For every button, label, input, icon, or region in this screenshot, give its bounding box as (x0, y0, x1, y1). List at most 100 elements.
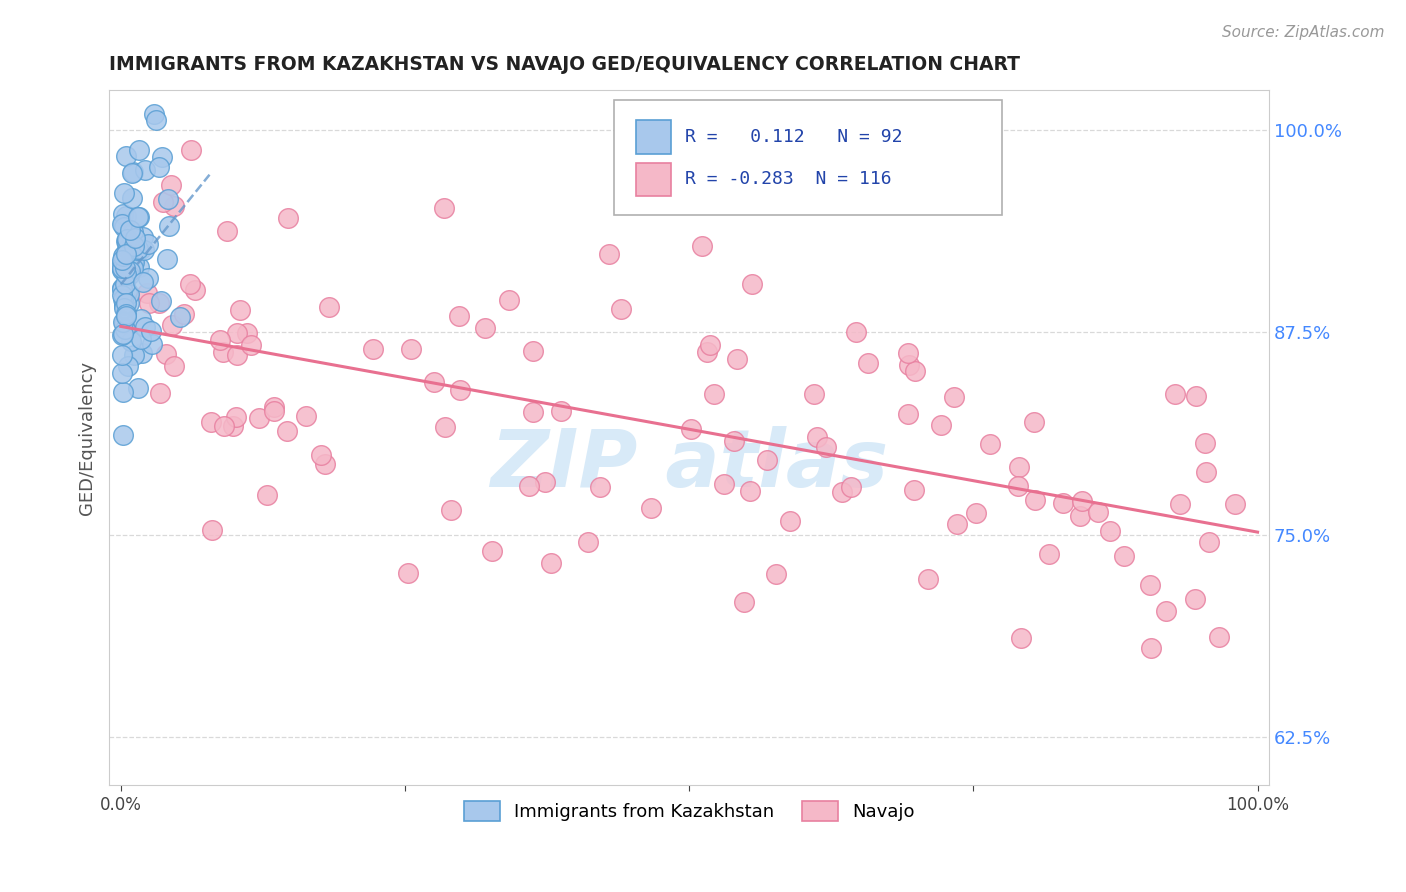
Point (576, 535, 599, 549)
FancyBboxPatch shape (636, 162, 671, 196)
Point (517, 479, 540, 493)
Point (1156, 604, 1178, 618)
Point (155, 346, 177, 360)
Point (276, 424, 298, 438)
Text: IMMIGRANTS FROM KAZAKHSTAN VS NAVAJO GED/EQUIVALENCY CORRELATION CHART: IMMIGRANTS FROM KAZAKHSTAN VS NAVAJO GED… (110, 55, 1021, 74)
Point (111, 256, 134, 270)
Point (118, 268, 141, 282)
Point (896, 407, 918, 421)
Point (247, 410, 270, 425)
Point (806, 430, 828, 444)
Point (598, 247, 620, 261)
Point (111, 217, 134, 231)
Point (115, 242, 138, 256)
Point (122, 260, 145, 275)
Point (733, 595, 755, 609)
Point (1011, 631, 1033, 645)
Point (679, 422, 702, 436)
Point (112, 219, 135, 234)
Point (965, 506, 987, 520)
Point (117, 359, 139, 374)
Point (904, 364, 927, 378)
Point (765, 567, 787, 582)
Point (540, 556, 562, 570)
Point (111, 263, 134, 277)
Point (522, 344, 544, 359)
Point (225, 410, 247, 425)
Point (200, 415, 222, 429)
Point (148, 295, 170, 310)
Point (295, 409, 318, 424)
Point (1024, 492, 1046, 507)
Point (112, 427, 135, 442)
Legend: Immigrants from Kazakhstan, Navajo: Immigrants from Kazakhstan, Navajo (457, 793, 922, 829)
Point (180, 143, 202, 157)
Point (112, 298, 135, 312)
Point (1052, 496, 1074, 510)
Text: R = -0.283  N = 116: R = -0.283 N = 116 (685, 170, 891, 188)
Point (127, 210, 149, 224)
Point (1098, 524, 1121, 538)
Point (129, 312, 152, 326)
Point (115, 232, 138, 246)
Point (201, 524, 224, 538)
Point (115, 235, 138, 250)
Point (114, 309, 136, 323)
Text: Source: ZipAtlas.com: Source: ZipAtlas.com (1222, 25, 1385, 40)
Point (149, 385, 172, 400)
Point (725, 352, 748, 367)
Point (522, 405, 544, 419)
Point (263, 404, 285, 418)
Point (449, 309, 471, 323)
Point (1223, 497, 1246, 511)
Point (115, 306, 138, 320)
Point (136, 237, 159, 252)
Point (610, 302, 633, 317)
Point (115, 295, 138, 310)
FancyBboxPatch shape (614, 100, 1002, 215)
Point (440, 502, 463, 516)
Point (142, 107, 165, 121)
Point (163, 199, 186, 213)
Point (141, 336, 163, 351)
Point (169, 310, 191, 324)
Point (162, 318, 184, 333)
Point (111, 252, 134, 267)
Point (1007, 479, 1029, 493)
Point (145, 113, 167, 128)
Point (118, 222, 141, 236)
Point (111, 261, 134, 276)
Point (115, 309, 138, 323)
Point (640, 501, 662, 516)
Point (1139, 578, 1161, 592)
Point (699, 338, 721, 352)
Point (156, 252, 179, 266)
Point (129, 333, 152, 347)
Point (741, 277, 763, 291)
Point (943, 390, 966, 404)
Text: R =   0.112   N = 92: R = 0.112 N = 92 (685, 128, 903, 146)
Point (256, 488, 278, 502)
Point (112, 292, 135, 306)
Point (111, 282, 134, 296)
Point (212, 418, 235, 433)
Point (399, 342, 422, 356)
Point (1087, 505, 1109, 519)
Point (124, 231, 146, 245)
Point (111, 384, 134, 399)
Point (111, 366, 134, 380)
Point (1208, 630, 1230, 644)
Point (128, 260, 150, 274)
Point (122, 348, 145, 362)
Point (131, 346, 153, 360)
Point (139, 324, 162, 338)
Point (129, 243, 152, 257)
Point (1022, 415, 1045, 429)
Point (150, 150, 173, 164)
Text: ZIP atlas: ZIP atlas (491, 426, 889, 504)
Point (1184, 592, 1206, 607)
Point (1071, 493, 1094, 508)
Point (115, 285, 138, 299)
Point (225, 348, 247, 362)
Point (114, 322, 136, 336)
